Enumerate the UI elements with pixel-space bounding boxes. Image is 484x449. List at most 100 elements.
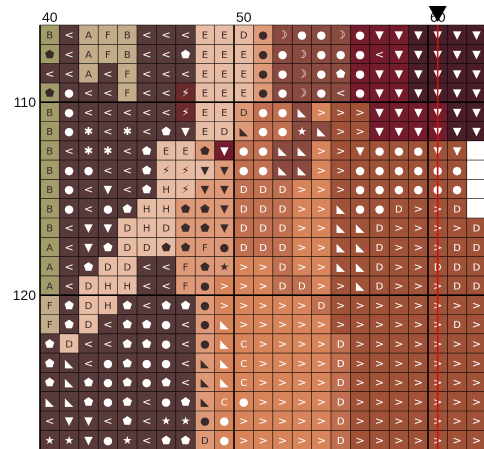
- grid-cell: D: [78, 295, 99, 315]
- grid-cell: >: [311, 218, 331, 238]
- cell-symbol: <: [181, 376, 190, 389]
- grid-cell: ◣: [214, 333, 234, 354]
- cell-symbol: ⬟: [142, 318, 152, 331]
- grid-cell: D: [466, 237, 484, 257]
- grid-cell: ●: [98, 391, 118, 411]
- cell-symbol: ●: [239, 164, 249, 177]
- cell-symbol: >: [239, 415, 248, 428]
- cell-symbol: B: [46, 166, 53, 177]
- grid-cell: <: [59, 140, 79, 161]
- cell-symbol: ⬟: [123, 318, 133, 331]
- grid-cell: ☽: [292, 63, 312, 83]
- cell-symbol: <: [64, 280, 73, 293]
- grid-cell: ●: [234, 160, 254, 180]
- cell-symbol: ●: [452, 183, 462, 196]
- grid-cell: B: [40, 121, 60, 141]
- cell-symbol: D: [85, 282, 93, 293]
- cell-symbol: B: [46, 108, 53, 119]
- cell-symbol: <: [181, 337, 190, 350]
- grid-cell: ◣: [272, 140, 293, 161]
- cell-symbol: <: [142, 87, 151, 100]
- cell-symbol: <: [84, 183, 93, 196]
- cell-symbol: >: [297, 299, 306, 312]
- grid-cell: F: [98, 25, 118, 45]
- grid-cell: F: [40, 314, 60, 334]
- grid-cell: D: [117, 218, 137, 238]
- cell-symbol: ★: [64, 434, 74, 447]
- cell-symbol: >: [317, 434, 326, 447]
- cell-symbol: D: [162, 224, 170, 235]
- grid-cell: >: [389, 295, 409, 315]
- grid-cells: B<AFB<<<EED●☽●●☽●▼▼▼▼▼▼⬟<AFB<<⬟EEE●●☽●●●…: [40, 25, 484, 449]
- grid-cell: ✱: [78, 121, 99, 141]
- cell-symbol: ●: [161, 357, 171, 370]
- cell-symbol: >: [394, 280, 403, 293]
- grid-cell: ⬟: [137, 179, 157, 199]
- cell-symbol: E: [221, 69, 227, 80]
- cell-symbol: C: [240, 359, 247, 370]
- cell-symbol: ★: [122, 434, 132, 447]
- grid-cell: ▼: [98, 218, 118, 238]
- grid-cell: ●: [389, 140, 409, 161]
- grid-cell: ●: [408, 140, 428, 161]
- grid-cell: D: [117, 237, 137, 257]
- grid-cell: >: [408, 198, 428, 218]
- cell-symbol: <: [142, 395, 151, 408]
- cell-symbol: <: [161, 29, 170, 42]
- cell-symbol: ▼: [414, 125, 423, 138]
- grid-cell: >: [272, 353, 293, 373]
- cell-symbol: >: [317, 318, 326, 331]
- grid-cell: A: [40, 237, 60, 257]
- grid-cell: ●: [311, 63, 331, 83]
- cell-symbol: <: [64, 29, 73, 42]
- grid-cell: ⬟: [98, 237, 118, 257]
- grid-cell: >: [234, 411, 254, 431]
- cell-symbol: >: [317, 376, 326, 389]
- cell-symbol: >: [278, 318, 287, 331]
- grid-cell: D: [466, 218, 484, 238]
- cell-symbol: ⬟: [200, 144, 210, 157]
- cell-symbol: H: [124, 282, 132, 293]
- grid-cell: >: [253, 314, 273, 334]
- cell-symbol: E: [182, 146, 188, 157]
- cell-symbol: ●: [103, 376, 113, 389]
- grid-cell: >: [292, 179, 312, 199]
- grid-cell: ●: [272, 63, 293, 83]
- cell-symbol: F: [47, 320, 53, 331]
- grid-cell: E: [195, 25, 215, 45]
- cell-symbol: >: [355, 357, 364, 370]
- cell-symbol: >: [317, 415, 326, 428]
- grid-cell: ▼: [78, 237, 99, 257]
- cell-symbol: <: [142, 125, 151, 138]
- cell-symbol: D: [453, 204, 461, 215]
- cell-symbol: <: [161, 260, 170, 273]
- cell-symbol: B: [46, 127, 53, 138]
- cell-symbol: D: [376, 262, 384, 273]
- grid-cell: ⬟: [117, 198, 137, 218]
- cell-symbol: ◣: [220, 337, 229, 350]
- grid-cell: ▼: [389, 82, 409, 103]
- grid-cell: <: [98, 82, 118, 103]
- cell-symbol: ⬟: [123, 202, 133, 215]
- cell-symbol: B: [46, 31, 53, 42]
- grid-cell: ●: [214, 430, 234, 449]
- grid-cell: ⬟: [117, 333, 137, 354]
- grid-cell: ▼: [466, 63, 484, 83]
- grid-cell: ⬟: [175, 295, 196, 315]
- grid-cell: ●: [59, 102, 79, 122]
- grid-cell: <: [59, 275, 79, 296]
- grid-cell: E: [175, 140, 196, 161]
- grid-cell: >: [292, 430, 312, 449]
- cell-symbol: ●: [297, 29, 307, 42]
- cell-symbol: D: [298, 282, 306, 293]
- cell-symbol: ▼: [104, 222, 113, 235]
- cell-symbol: ▼: [375, 29, 384, 42]
- grid-cell: E: [214, 102, 234, 122]
- grid-cell: >: [369, 372, 390, 392]
- cell-symbol: E: [202, 69, 208, 80]
- grid-cell: D: [369, 237, 390, 257]
- cell-symbol: ◣: [220, 376, 229, 389]
- cell-symbol: >: [297, 376, 306, 389]
- grid-cell: ▼: [98, 179, 118, 199]
- grid-cell: >: [253, 411, 273, 431]
